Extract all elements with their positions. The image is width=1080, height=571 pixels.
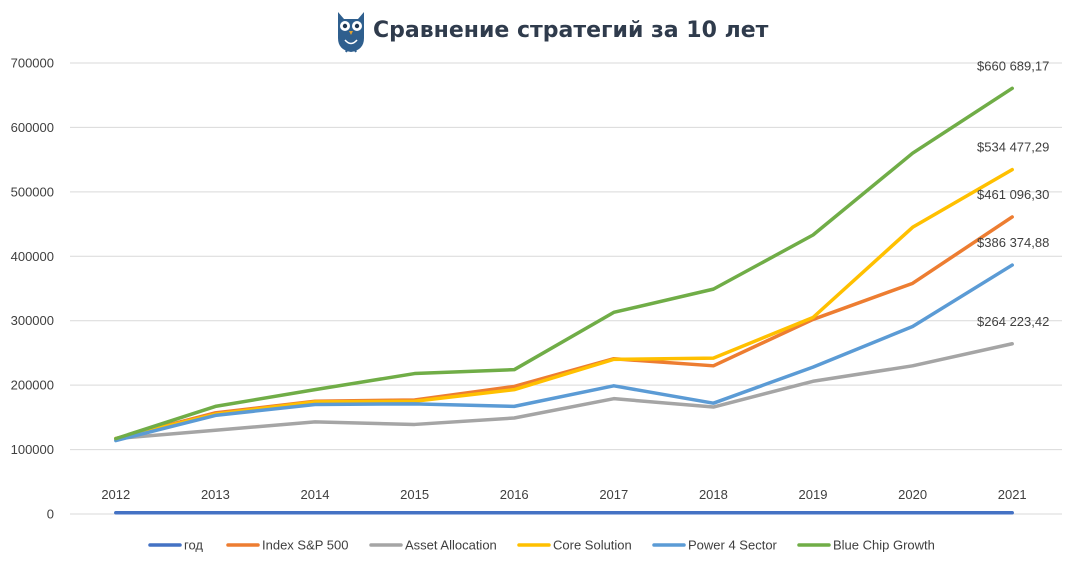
y-tick-label: 700000 [11, 56, 54, 71]
x-tick-label: 2020 [898, 487, 927, 502]
y-tick-label: 300000 [11, 313, 54, 328]
series-line-blue-chip-growth [114, 86, 1014, 441]
legend-item: Power 4 Sector [652, 538, 778, 553]
x-tick-label: 2013 [201, 487, 230, 502]
data-labels: $461 096,30 $264 223,42 $534 477,29 $386 37… [977, 58, 1049, 328]
legend-item: Asset Allocation [369, 538, 497, 553]
legend-label: Index S&P 500 [262, 538, 349, 553]
data-label: $660 689,17 [977, 58, 1049, 73]
x-tick-label: 2019 [799, 487, 828, 502]
legend-item: Core Solution [517, 538, 632, 553]
x-tick-label: 2018 [699, 487, 728, 502]
gridlines [70, 62, 1062, 515]
legend-label: Asset Allocation [405, 538, 497, 553]
y-tick-label: 200000 [11, 378, 54, 393]
y-tick-label: 500000 [11, 184, 54, 199]
owl-icon [338, 12, 364, 53]
x-tick-label: 2014 [301, 487, 330, 502]
legend-label: Core Solution [553, 538, 632, 553]
chart-title: Сравнение стратегий за 10 лет [373, 18, 769, 43]
series-lines [114, 86, 1014, 515]
x-tick-label: 2016 [500, 487, 529, 502]
y-tick-label: 600000 [11, 120, 54, 135]
series-line-power-4-sector [114, 263, 1014, 443]
x-tick-label: 2021 [998, 487, 1027, 502]
series-line-index-s-p-500 [114, 215, 1014, 441]
legend-label: Power 4 Sector [688, 538, 778, 553]
legend: год Index S&P 500 Asset Allocation Core Sol… [148, 538, 935, 553]
legend-item: год [148, 538, 203, 553]
x-tick-label: 2015 [400, 487, 429, 502]
y-tick-label: 400000 [11, 249, 54, 264]
data-label: $386 374,88 [977, 235, 1049, 250]
y-tick-label: 100000 [11, 442, 54, 457]
legend-label: год [184, 538, 203, 553]
data-label: $534 477,29 [977, 140, 1049, 155]
chart-title-group: Сравнение стратегий за 10 лет [338, 12, 769, 53]
legend-label: Blue Chip Growth [833, 538, 935, 553]
data-label: $461 096,30 [977, 187, 1049, 202]
y-tick-label: 0 [47, 507, 54, 522]
x-tick-label: 2017 [599, 487, 628, 502]
data-label: $264 223,42 [977, 314, 1049, 329]
x-tick-label: 2012 [101, 487, 130, 502]
series-line-core-solution [114, 167, 1014, 441]
legend-item: Blue Chip Growth [797, 538, 935, 553]
y-axis-ticks: 0 100000 200000 300000 400000 500000 600000 700… [11, 56, 54, 522]
x-axis-ticks: 2012 2013 2014 2015 2016 2017 2018 2019 2020 2021 [101, 487, 1026, 502]
legend-item: Index S&P 500 [226, 538, 349, 553]
series-line-asset-allocation [114, 342, 1014, 441]
